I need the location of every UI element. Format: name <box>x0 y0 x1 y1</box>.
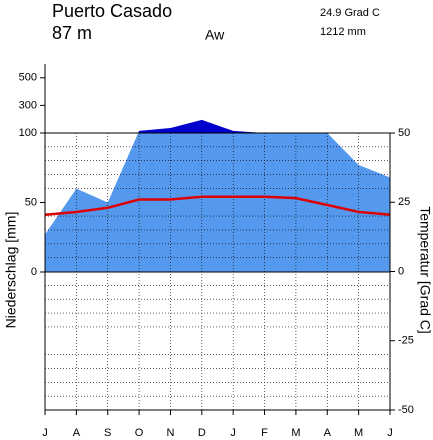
x-tick-label: M <box>291 427 300 439</box>
x-tick-label: F <box>261 427 268 439</box>
y2-tick-label: 50 <box>398 127 410 139</box>
y-axis-label: Niederschlag [mm] <box>3 212 19 329</box>
chart-title: Puerto Casado <box>52 1 172 21</box>
x-tick-label: J <box>42 427 48 439</box>
y-tick-label: 50 <box>25 196 37 208</box>
climate-class: Aw <box>205 27 225 43</box>
annual-precipitation: 1212 mm <box>320 26 366 38</box>
elevation: 87 m <box>52 23 92 43</box>
y-tick-label: 500 <box>19 72 37 84</box>
x-tick-label: J <box>230 427 236 439</box>
y2-tick-label: -25 <box>398 335 414 347</box>
temperature-line <box>44 195 391 216</box>
y2-axis-label: Temperatur [Grad C] <box>417 206 433 334</box>
x-tick-label: S <box>104 427 111 439</box>
x-tick-label: A <box>73 427 81 439</box>
y-tick-label: 100 <box>19 127 37 139</box>
y2-tick-label: -50 <box>398 404 414 416</box>
precipitation-area-above <box>138 119 328 133</box>
x-tick-label: A <box>324 427 332 439</box>
y2-tick-label: 0 <box>398 265 404 277</box>
y2-tick-label: 25 <box>398 196 410 208</box>
x-tick-label: J <box>387 427 393 439</box>
x-tick-label: O <box>135 427 144 439</box>
x-tick-label: D <box>198 427 206 439</box>
y-tick-label: 0 <box>31 266 37 278</box>
x-tick-label: N <box>166 427 174 439</box>
plot: 0 50 100 300 500 -50 -25 0 25 50 J A S O N D J F M A M J <box>19 64 414 439</box>
y-tick-label: 300 <box>19 99 37 111</box>
mean-temperature: 24.9 Grad C <box>320 7 380 19</box>
x-tick-label: M <box>354 427 363 439</box>
precipitation-area <box>45 133 390 272</box>
